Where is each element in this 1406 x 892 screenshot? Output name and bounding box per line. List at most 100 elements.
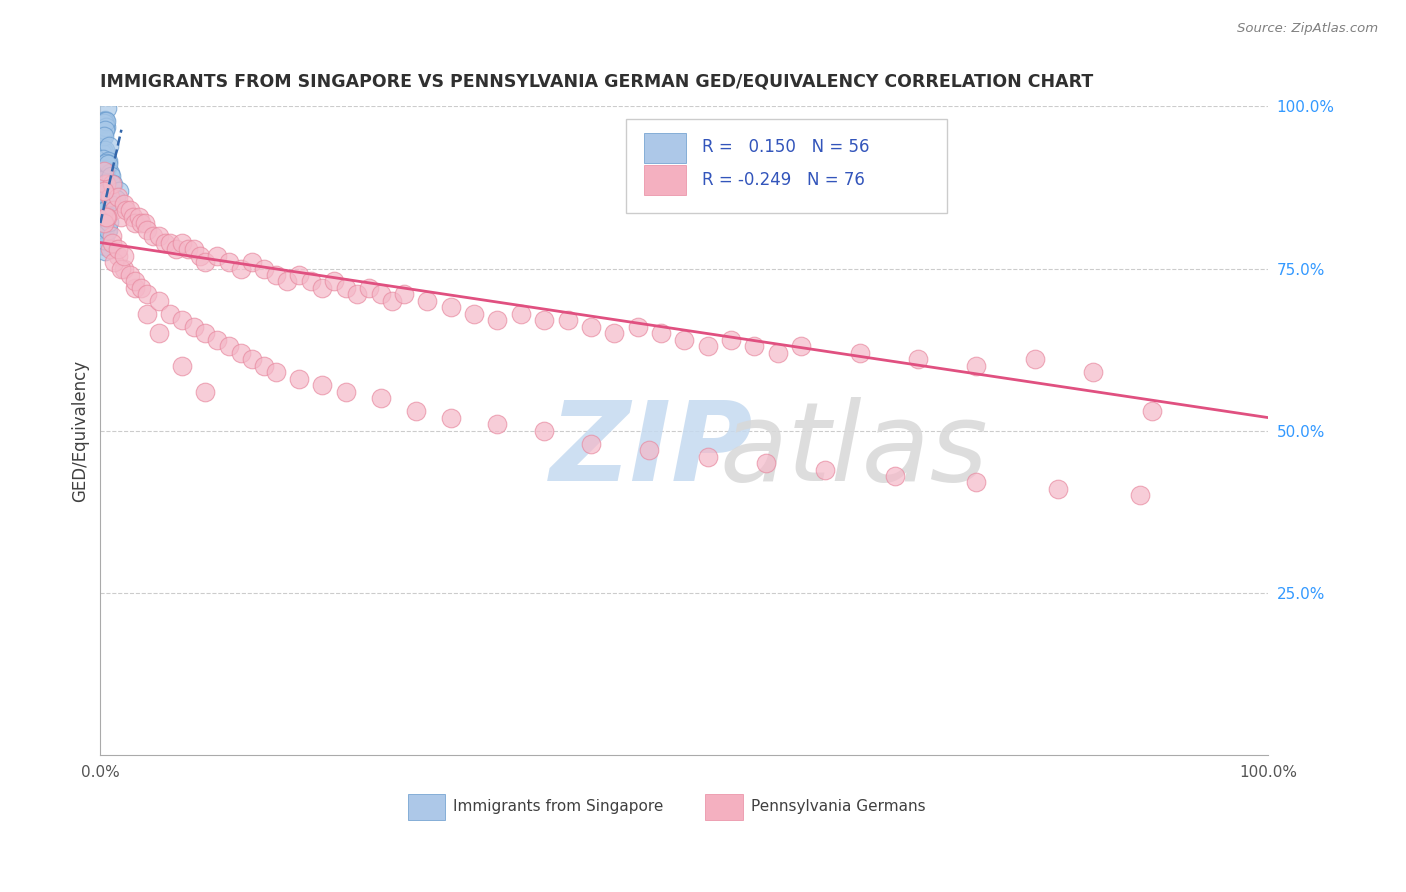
- Point: [335, 384, 357, 399]
- Point: [177, 242, 200, 256]
- Point: [883, 469, 905, 483]
- Point: [153, 235, 176, 250]
- Text: atlas: atlas: [720, 397, 988, 504]
- Text: R =   0.150   N = 56: R = 0.150 N = 56: [702, 138, 869, 156]
- Point: [91, 125, 114, 139]
- Point: [97, 157, 120, 171]
- Text: ZIP: ZIP: [550, 397, 754, 504]
- Point: [97, 223, 120, 237]
- Point: [94, 221, 117, 235]
- Point: [93, 204, 115, 219]
- Point: [91, 144, 114, 158]
- Point: [276, 275, 298, 289]
- Point: [104, 192, 127, 206]
- Point: [603, 326, 626, 341]
- Point: [107, 242, 129, 256]
- Point: [107, 190, 129, 204]
- FancyBboxPatch shape: [706, 795, 742, 820]
- Point: [97, 138, 120, 153]
- Point: [440, 301, 463, 315]
- FancyBboxPatch shape: [644, 165, 686, 195]
- Point: [96, 186, 118, 200]
- Point: [142, 229, 165, 244]
- Point: [93, 215, 115, 229]
- Point: [91, 130, 114, 145]
- Point: [134, 216, 156, 230]
- Point: [112, 196, 135, 211]
- Point: [94, 234, 117, 248]
- Point: [93, 233, 115, 247]
- Point: [129, 281, 152, 295]
- Point: [907, 352, 929, 367]
- Point: [98, 190, 121, 204]
- Point: [790, 339, 813, 353]
- Point: [94, 169, 117, 183]
- Point: [93, 178, 115, 193]
- Text: Pennsylvania Germans: Pennsylvania Germans: [751, 799, 925, 814]
- Point: [93, 114, 115, 128]
- Point: [107, 248, 129, 262]
- Point: [96, 225, 118, 239]
- Point: [240, 352, 263, 367]
- Point: [188, 248, 211, 262]
- Point: [93, 164, 115, 178]
- Point: [93, 152, 115, 166]
- Point: [103, 177, 125, 191]
- Point: [93, 225, 115, 239]
- Point: [148, 326, 170, 341]
- Point: [205, 333, 228, 347]
- Point: [93, 217, 115, 231]
- Point: [96, 178, 118, 192]
- Point: [93, 216, 115, 230]
- Point: [965, 359, 987, 373]
- Point: [405, 404, 427, 418]
- Point: [311, 281, 333, 295]
- Point: [288, 372, 311, 386]
- Point: [323, 275, 346, 289]
- Point: [253, 261, 276, 276]
- Point: [112, 261, 135, 276]
- Point: [229, 346, 252, 360]
- Point: [94, 186, 117, 200]
- Point: [94, 176, 117, 190]
- Point: [533, 313, 555, 327]
- Point: [148, 229, 170, 244]
- Point: [440, 410, 463, 425]
- Point: [381, 293, 404, 308]
- Point: [93, 186, 115, 201]
- Point: [218, 339, 240, 353]
- Point: [98, 215, 121, 229]
- Point: [101, 235, 124, 250]
- Point: [229, 261, 252, 276]
- Point: [370, 391, 392, 405]
- Point: [91, 179, 114, 194]
- Point: [90, 123, 112, 137]
- Point: [357, 281, 380, 295]
- Point: [172, 359, 194, 373]
- Point: [118, 203, 141, 218]
- Point: [205, 248, 228, 262]
- Point: [159, 235, 181, 250]
- Point: [103, 255, 125, 269]
- Point: [98, 166, 121, 180]
- Point: [93, 221, 115, 235]
- Point: [136, 222, 159, 236]
- Point: [94, 123, 117, 137]
- Point: [159, 307, 181, 321]
- Point: [218, 255, 240, 269]
- Point: [93, 189, 115, 203]
- Point: [136, 307, 159, 321]
- Point: [94, 244, 117, 258]
- Point: [96, 113, 118, 128]
- Point: [299, 275, 322, 289]
- Point: [112, 248, 135, 262]
- Point: [416, 293, 439, 308]
- Point: [93, 184, 115, 198]
- Point: [96, 210, 118, 224]
- Point: [392, 287, 415, 301]
- Point: [97, 154, 120, 169]
- Point: [96, 101, 118, 115]
- Point: [720, 333, 742, 347]
- Point: [370, 287, 392, 301]
- Point: [346, 287, 368, 301]
